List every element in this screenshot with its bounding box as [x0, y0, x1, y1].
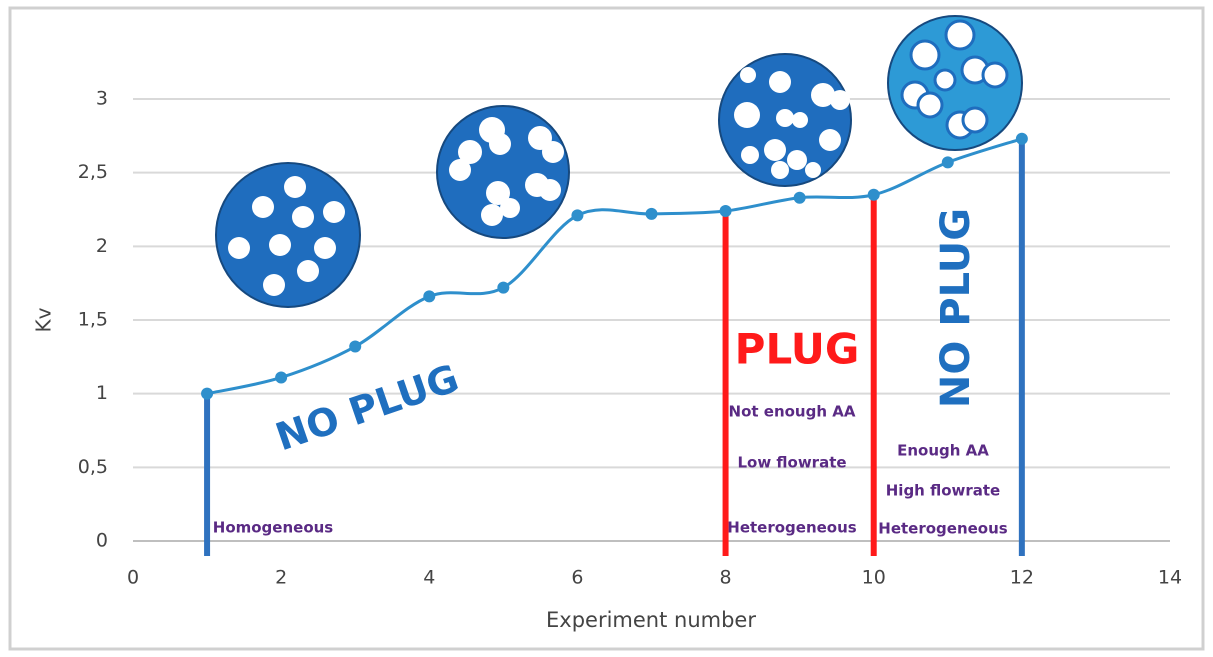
point [349, 341, 361, 353]
x-tick-label: 4 [423, 567, 435, 589]
x-tick-label: 2 [275, 567, 287, 589]
point [1016, 133, 1028, 145]
y-tick-label: 0,5 [78, 456, 108, 478]
annotation: PLUG [735, 325, 860, 374]
annotation: Homogeneous [213, 519, 334, 537]
point [868, 189, 880, 201]
page: Kv Experiment number NO PLUG Homogeneous… [0, 0, 1213, 657]
y-tick-label: 0 [96, 530, 108, 552]
y-tick-label: 1 [96, 382, 108, 404]
x-tick-label: 10 [862, 567, 886, 589]
annotation: Heterogeneous [727, 519, 857, 537]
point [275, 371, 287, 383]
x-tick-label: 0 [127, 567, 139, 589]
point [423, 290, 435, 302]
x-tick-label: 8 [720, 567, 732, 589]
point [646, 208, 658, 220]
point [942, 156, 954, 168]
y-tick-label: 1,5 [78, 309, 108, 331]
x-tick-label: 6 [571, 567, 583, 589]
point [571, 209, 583, 221]
point [720, 205, 732, 217]
point [794, 192, 806, 204]
x-tick-label: 12 [1010, 567, 1034, 589]
y-axis-title: Kv [32, 307, 56, 332]
x-axis-title: Experiment number [546, 608, 756, 632]
annotation: NO PLUG [933, 208, 979, 408]
annotation: Not enough AA [729, 403, 856, 421]
y-tick-label: 2,5 [78, 161, 108, 183]
annotation: High flowrate [886, 482, 1000, 500]
point [201, 388, 213, 400]
annotation: Enough AA [897, 442, 989, 460]
chart: Kv Experiment number NO PLUG Homogeneous… [0, 0, 1213, 657]
annotation: Low flowrate [737, 454, 846, 472]
annotation: Heterogeneous [878, 520, 1008, 538]
y-tick-label: 2 [96, 235, 108, 257]
point [497, 282, 509, 294]
x-tick-label: 14 [1158, 567, 1182, 589]
y-tick-label: 3 [96, 88, 108, 110]
